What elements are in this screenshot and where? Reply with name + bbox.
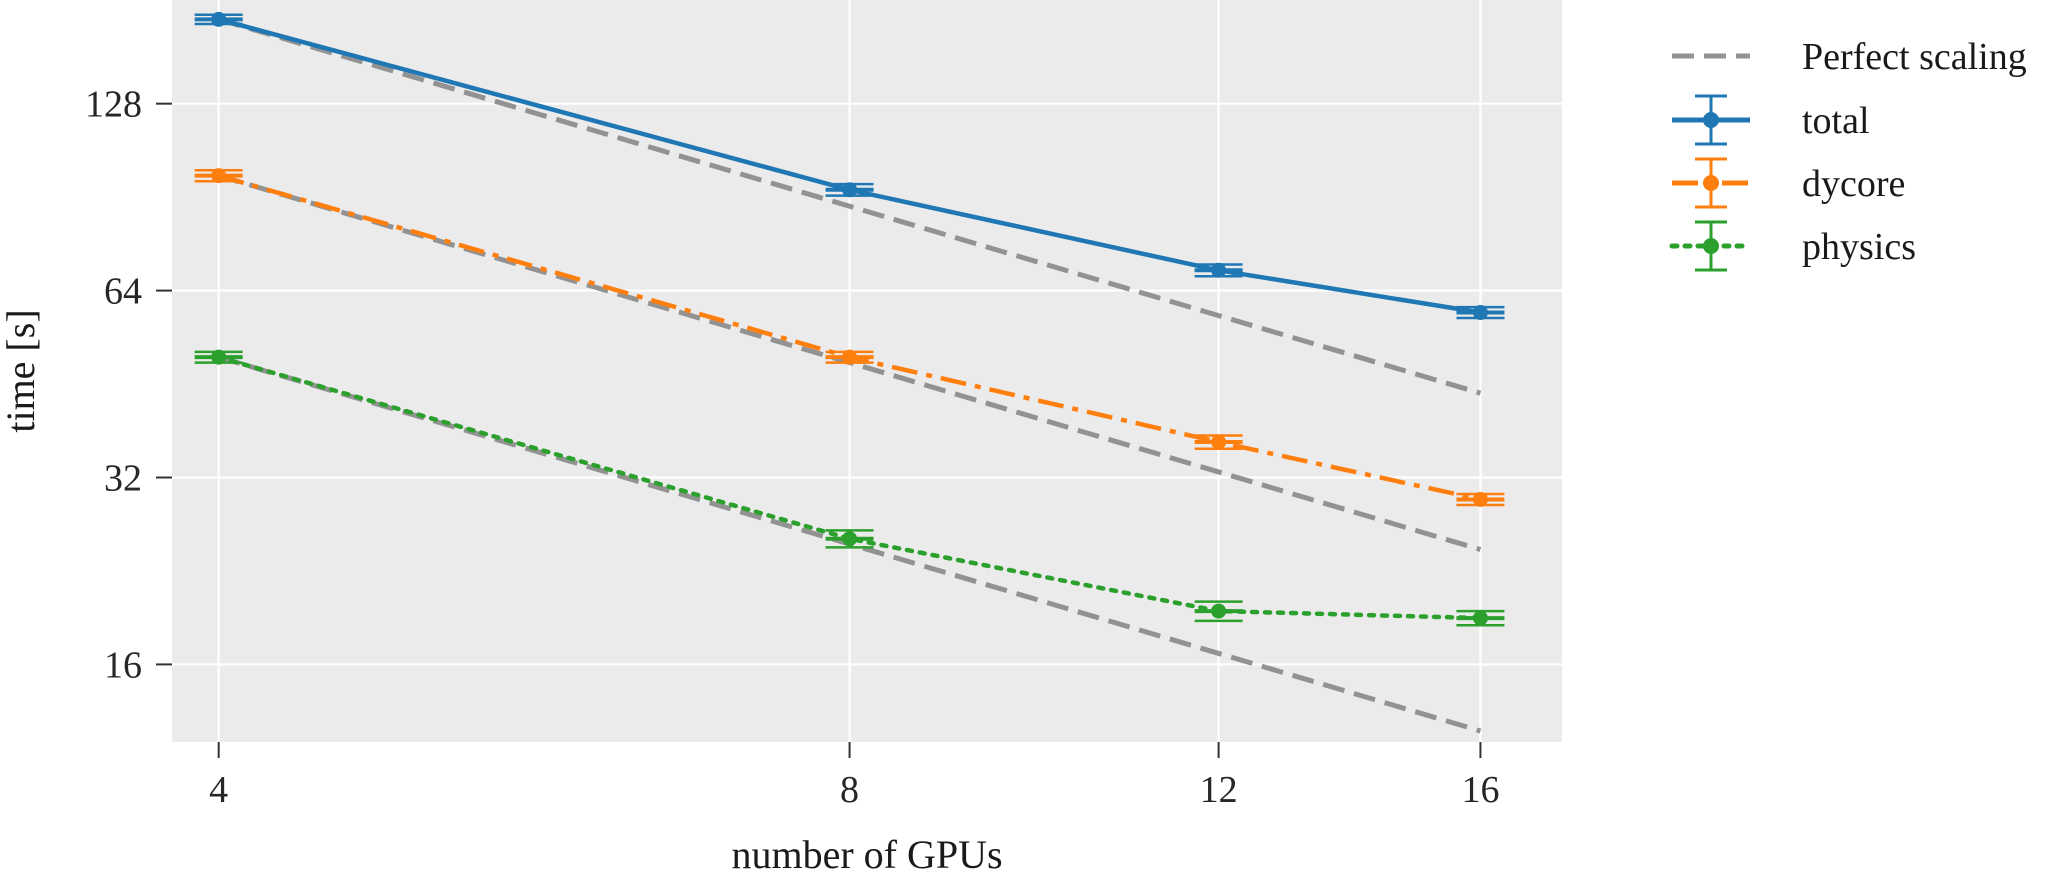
legend-label: Perfect scaling — [1802, 36, 2027, 78]
grid-lines — [172, 0, 1562, 742]
dycore-point — [842, 349, 858, 365]
x-axis-title: number of GPUs — [731, 832, 1002, 876]
legend-label: physics — [1802, 226, 1916, 268]
dycore-point — [1211, 434, 1227, 450]
total-line — [218, 17, 1481, 315]
series-lines — [194, 11, 1505, 627]
legend-item-physics: physics — [1669, 220, 1916, 272]
dycore-point — [1472, 491, 1488, 507]
legend-marker — [1703, 175, 1719, 191]
x-tick-label: 8 — [840, 769, 859, 811]
legend-item-dycore: dycore — [1672, 157, 1905, 209]
perfect-scaling-line — [217, 16, 1482, 396]
y-tick-label: 64 — [104, 271, 142, 313]
legend-item-total: total — [1672, 94, 1870, 146]
physics-point — [1211, 603, 1227, 619]
total-point — [1211, 262, 1227, 278]
x-tick-label: 12 — [1200, 769, 1238, 811]
legend-marker — [1703, 238, 1719, 254]
legend-marker — [1703, 112, 1719, 128]
physics-point — [211, 349, 227, 365]
axis-ticks: 4 8 12 16 16 32 64 128 — [85, 84, 1499, 811]
dycore-series — [194, 168, 1505, 507]
total-point — [211, 11, 227, 27]
y-axis-title: time [s] — [0, 309, 43, 432]
total-series — [194, 11, 1505, 321]
legend-label: total — [1802, 100, 1870, 142]
y-tick-label: 16 — [104, 644, 142, 686]
x-tick-label: 4 — [209, 769, 228, 811]
physics-line — [216, 354, 1483, 621]
physics-point — [1472, 610, 1488, 626]
dycore-point — [211, 168, 227, 184]
physics-point — [842, 531, 858, 547]
y-tick-label: 128 — [85, 84, 142, 126]
plot-area — [172, 0, 1562, 742]
legend-item-perfect-scaling: Perfect scaling — [1672, 36, 2027, 78]
total-point — [1472, 305, 1488, 321]
legend-label: dycore — [1802, 163, 1905, 205]
physics-series — [194, 349, 1505, 627]
y-tick-label: 32 — [104, 458, 142, 500]
x-tick-label: 16 — [1461, 769, 1499, 811]
dycore-line — [218, 173, 1481, 502]
total-point — [842, 182, 858, 198]
legend: Perfect scaling total dycore physics — [1669, 36, 2027, 272]
